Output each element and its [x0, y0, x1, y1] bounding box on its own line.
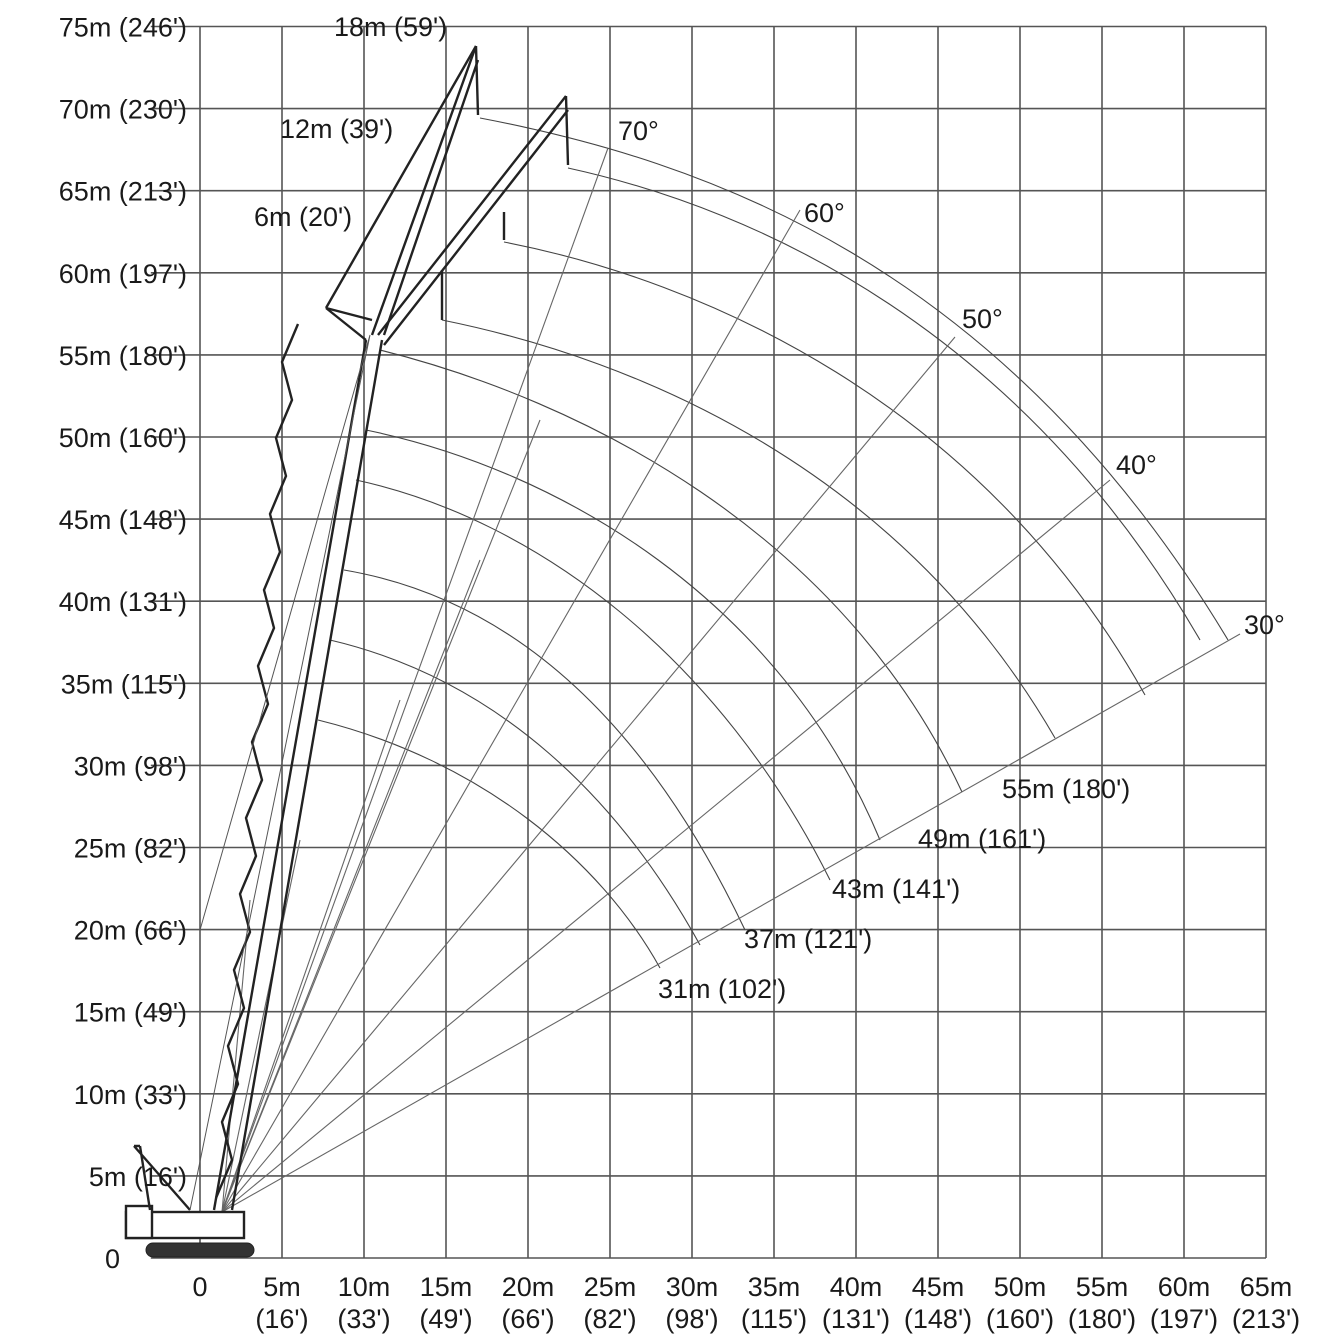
y-axis-label: 15m (49'): [74, 998, 187, 1028]
boom-angle-label: 60°: [804, 198, 845, 228]
luffing-jib-upper: [370, 45, 480, 336]
grid: [150, 25, 1267, 1259]
boom-angle-label: 30°: [1244, 610, 1285, 640]
crawler-track: [145, 1242, 255, 1258]
boom-angle-line: [221, 633, 1241, 1213]
boom-angle-lines: [221, 147, 1241, 1213]
boom-length-arc: [317, 719, 661, 969]
pendant-lines: [189, 334, 371, 1211]
boom-angle-line: [221, 699, 401, 1213]
x-axis-label-metres: 5m: [263, 1272, 301, 1302]
y-axis-label: 40m (131'): [59, 587, 187, 617]
jib-strut: [324, 45, 478, 341]
main-boom: [212, 339, 384, 1211]
x-axis-label-metres: 60m: [1158, 1272, 1211, 1302]
counterweight: [124, 1204, 154, 1240]
boom-angle-line: [221, 336, 956, 1213]
boom-length-arc: [355, 479, 831, 881]
x-axis-label-metres: 50m: [994, 1272, 1047, 1302]
y-axis-label: 55m (180'): [59, 341, 187, 371]
boom-length-arc: [503, 241, 1146, 696]
luffing-jib-lower: [377, 95, 569, 346]
boom-angle-line: [221, 559, 481, 1213]
y-axis-label: 30m (98'): [74, 751, 187, 781]
x-axis-label-feet: (33'): [337, 1304, 390, 1334]
boom-length-arc: [343, 569, 746, 931]
boom-angle-label: 40°: [1116, 450, 1157, 480]
boom-angle-line: [221, 899, 251, 1213]
jib-length-label: 12m (39'): [280, 114, 393, 144]
y-axis-label: 10m (33'): [74, 1080, 187, 1110]
x-axis-label-metres: 30m: [666, 1272, 719, 1302]
crawler-crane-drawing: [124, 45, 570, 1258]
boom-angle-line: [221, 209, 801, 1213]
x-axis-label-feet: (160'): [986, 1304, 1054, 1334]
jib-length-label: 18m (59'): [334, 12, 447, 42]
boom-length-label: 31m (102'): [658, 974, 786, 1004]
y-axis-label: 5m (16'): [89, 1162, 187, 1192]
y-axis-label: 35m (115'): [61, 669, 187, 699]
boom-angle-line: [221, 839, 301, 1213]
y-axis-label: 25m (82'): [74, 834, 187, 864]
y-axis-label: 75m (246'): [59, 13, 187, 43]
boom-angle-line: [221, 147, 609, 1213]
boom-length-arcs: [317, 117, 1229, 969]
x-axis-label-metres: 20m: [502, 1272, 555, 1302]
boom-length-arc: [479, 117, 1229, 641]
y-axis-label: 65m (213'): [59, 177, 187, 207]
y-axis-label: 60m (197'): [59, 259, 187, 289]
boom-length-arc: [567, 167, 1201, 641]
x-axis-label-metres: 45m: [912, 1272, 965, 1302]
x-axis-label-feet: (66'): [501, 1304, 554, 1334]
gantry-mast: [133, 1144, 191, 1211]
y-axis-label: 0: [105, 1244, 120, 1274]
boom-angle-line: [221, 479, 1111, 1213]
x-axis-label-feet: (148'): [904, 1304, 972, 1334]
x-axis-label-metres: 65m: [1240, 1272, 1293, 1302]
boom-length-label: 55m (180'): [1002, 774, 1130, 804]
jib-length-label: 6m (20'): [254, 202, 352, 232]
x-axis-label-feet: (82'): [583, 1304, 636, 1334]
boom-length-arc: [329, 639, 701, 946]
x-axis-label-feet: (115'): [741, 1304, 807, 1334]
x-axis-label-metres: 25m: [584, 1272, 637, 1302]
main-boom-lattice: [214, 323, 300, 1199]
x-axis-label-metres: 15m: [420, 1272, 473, 1302]
boom-length-label: 43m (141'): [832, 874, 960, 904]
y-axis-label: 70m (230'): [59, 95, 187, 125]
x-axis-label-feet: (49'): [419, 1304, 472, 1334]
x-axis-label-metres: 10m: [338, 1272, 391, 1302]
boom-length-arc: [441, 319, 1056, 739]
boom-length-arc: [379, 349, 963, 793]
x-axis-label-metres: 0: [192, 1272, 207, 1302]
x-axis-label-feet: (180'): [1068, 1304, 1136, 1334]
x-axis-label-metres: 35m: [748, 1272, 801, 1302]
y-axis-label: 20m (66'): [74, 916, 187, 946]
hook-lines: [440, 45, 570, 320]
y-axis-label: 50m (160'): [59, 423, 187, 453]
x-axis-label-feet: (197'): [1150, 1304, 1218, 1334]
boom-angle-line: [221, 419, 541, 1213]
boom-angle-label: 70°: [618, 116, 659, 146]
boom-length-arc: [365, 429, 881, 841]
x-axis-label-feet: (98'): [665, 1304, 718, 1334]
x-axis-label-metres: 40m: [830, 1272, 883, 1302]
x-axis-label-feet: (131'): [822, 1304, 890, 1334]
boom-angle-label: 50°: [962, 304, 1003, 334]
x-axis-label-feet: (16'): [255, 1304, 308, 1334]
boom-length-label: 37m (121'): [744, 924, 872, 954]
boom-length-label: 49m (161'): [918, 824, 1046, 854]
y-axis-label: 45m (148'): [59, 505, 187, 535]
x-axis-label-feet: (213'): [1232, 1304, 1300, 1334]
x-axis-label-metres: 55m: [1076, 1272, 1129, 1302]
